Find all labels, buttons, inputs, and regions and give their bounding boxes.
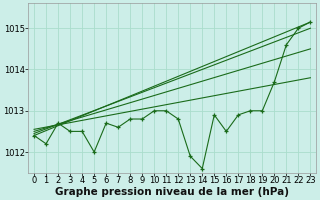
X-axis label: Graphe pression niveau de la mer (hPa): Graphe pression niveau de la mer (hPa) — [55, 187, 289, 197]
